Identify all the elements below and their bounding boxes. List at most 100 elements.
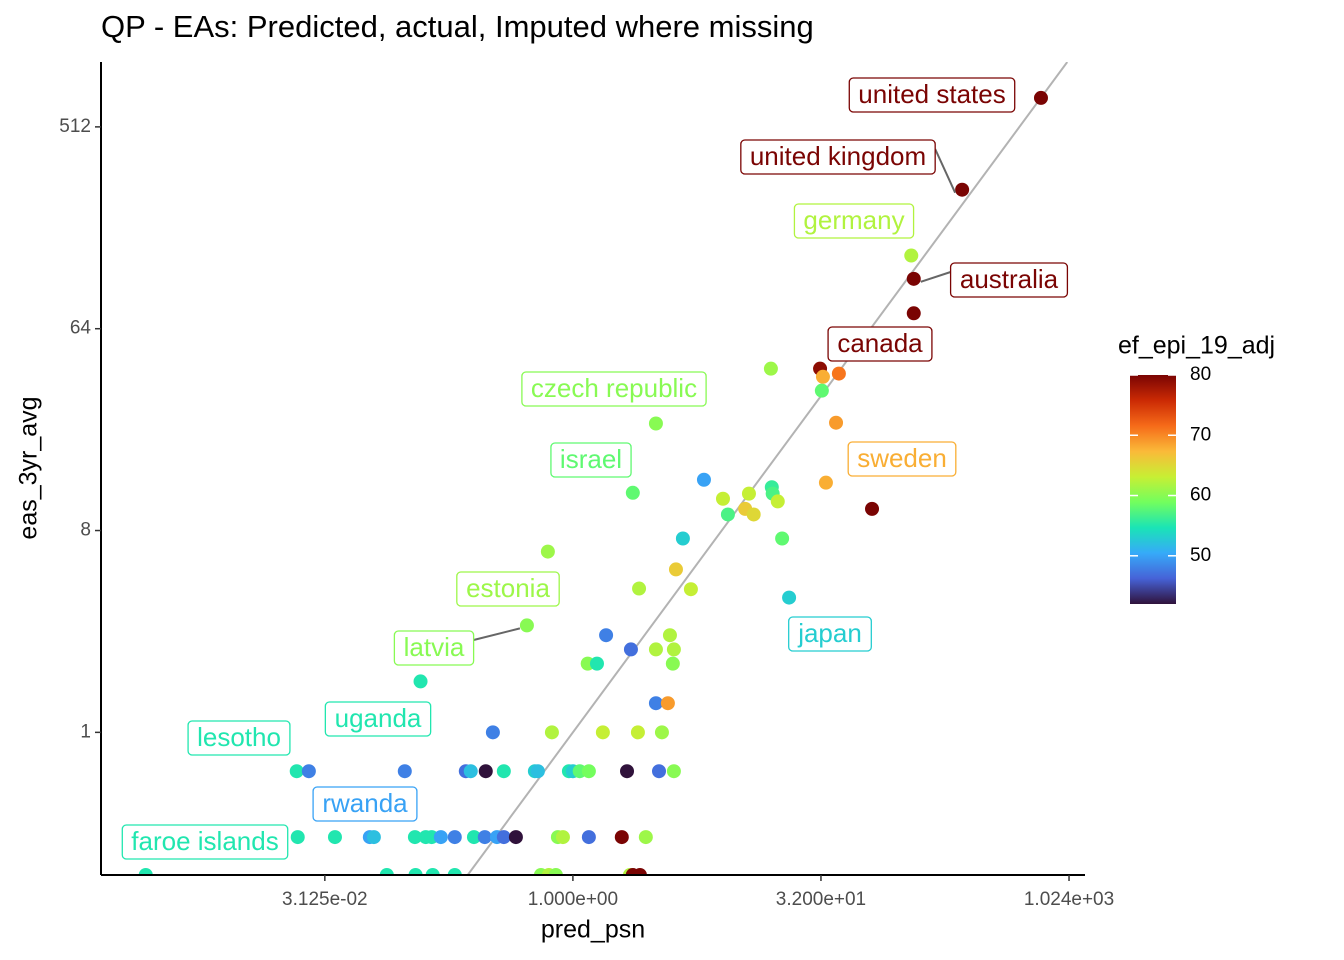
point (818, 475, 833, 490)
point-label: latvia (404, 632, 465, 662)
point (906, 271, 921, 286)
label-connector (920, 271, 951, 283)
reference-line (466, 62, 1069, 875)
point (555, 830, 570, 845)
point (623, 642, 638, 657)
point-label-box (949, 262, 1069, 298)
point (485, 725, 500, 740)
point (290, 830, 305, 845)
point (548, 868, 563, 875)
label-connector (473, 627, 521, 641)
point (477, 830, 492, 845)
point (814, 383, 829, 398)
point-label: sweden (857, 443, 947, 473)
point-label: estonia (466, 573, 550, 603)
point-label: rwanda (322, 788, 408, 818)
point-label-box (740, 139, 936, 175)
point (746, 507, 761, 522)
point (581, 830, 596, 845)
point (763, 361, 778, 376)
point (599, 628, 614, 643)
point (660, 696, 675, 711)
point (675, 531, 690, 546)
point (666, 764, 681, 779)
colorbar-tick-label: 70 (1190, 424, 1211, 445)
point-label-box (550, 442, 632, 478)
point (463, 764, 478, 779)
point (630, 725, 645, 740)
point (425, 868, 440, 875)
point (666, 642, 681, 657)
point-label-box (847, 441, 957, 477)
label-connector (934, 148, 957, 194)
point (433, 830, 448, 845)
point-label-box (521, 371, 707, 407)
point (741, 486, 756, 501)
point (540, 544, 555, 559)
point (407, 830, 422, 845)
point (466, 830, 481, 845)
point-label: czech republic (531, 373, 697, 403)
point-label: united kingdom (750, 141, 926, 171)
point (638, 830, 653, 845)
point (519, 618, 534, 633)
point (782, 590, 797, 605)
point (327, 830, 342, 845)
point (770, 494, 785, 509)
point (379, 868, 394, 875)
chart-title: QP - EAs: Predicted, actual, Imputed whe… (101, 9, 814, 44)
point-label-box (848, 77, 1016, 113)
point (696, 472, 711, 487)
point (632, 581, 647, 596)
point (496, 830, 511, 845)
point (829, 415, 844, 430)
x-tick-label: 3.200e+01 (776, 889, 866, 910)
x-tick-label: 3.125e-02 (282, 889, 368, 910)
point-label: australia (960, 264, 1059, 294)
point (508, 830, 523, 845)
point-label: lesotho (197, 722, 281, 752)
point (668, 562, 683, 577)
point (906, 306, 921, 321)
point-label-box (827, 326, 933, 362)
point (397, 764, 412, 779)
point (775, 531, 790, 546)
y-tick-label: 8 (80, 520, 91, 541)
legend-title: ef_epi_19_adj (1118, 332, 1275, 360)
point (413, 674, 428, 689)
point-label-box (187, 720, 291, 756)
point-label-box (788, 616, 872, 652)
point (648, 642, 663, 657)
point (595, 725, 610, 740)
point-label-box (456, 571, 560, 607)
point (625, 868, 640, 875)
point (138, 868, 153, 875)
colorbar-tick-label: 80 (1190, 364, 1211, 385)
point (955, 182, 970, 197)
point (530, 764, 545, 779)
point (496, 764, 511, 779)
point-label: united states (858, 79, 1005, 109)
x-tick-label: 1.000e+00 (528, 889, 618, 910)
point (665, 656, 680, 671)
point (581, 764, 596, 779)
point (614, 830, 629, 845)
point (865, 501, 880, 516)
x-axis-title: pred_psn (541, 916, 645, 944)
point-label: japan (797, 618, 862, 648)
y-tick-label: 64 (70, 318, 92, 339)
point-label-box (312, 786, 418, 822)
point (662, 628, 677, 643)
point (478, 764, 493, 779)
y-tick-label: 512 (59, 116, 91, 137)
point (366, 830, 381, 845)
point (447, 830, 462, 845)
point (620, 764, 635, 779)
point-label-box (324, 701, 432, 737)
point (715, 491, 730, 506)
y-tick-label: 1 (80, 721, 91, 742)
point-label: germany (803, 205, 904, 235)
point (301, 764, 316, 779)
point (408, 868, 423, 875)
